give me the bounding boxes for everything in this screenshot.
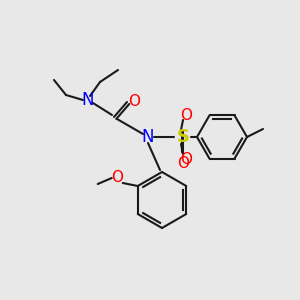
Text: S: S [176,128,190,146]
Text: N: N [142,128,154,146]
Text: O: O [128,94,140,110]
Text: O: O [111,170,123,185]
Text: O: O [180,152,192,166]
Text: O: O [180,107,192,122]
Text: N: N [82,91,94,109]
Text: O: O [177,155,189,170]
